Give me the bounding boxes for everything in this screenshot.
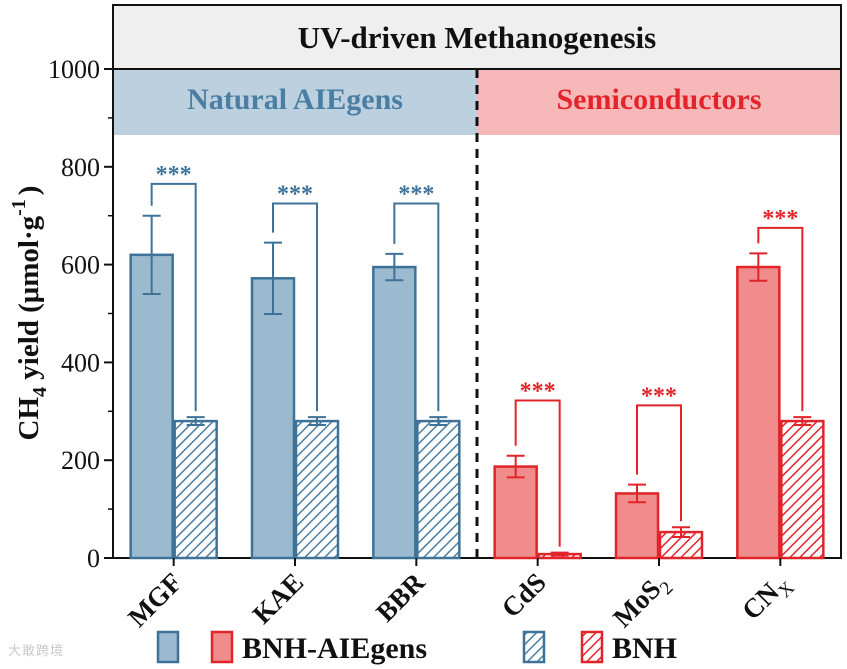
significance-bracket bbox=[636, 404, 682, 522]
group-band-semiconductors bbox=[477, 70, 840, 135]
bar bbox=[614, 492, 660, 560]
significance-label: *** bbox=[277, 181, 313, 207]
x-tick-label-main: MGF bbox=[122, 567, 188, 633]
significance-bracket bbox=[514, 399, 561, 547]
y-axis: 0 200 400 600 800 1000 bbox=[48, 55, 113, 573]
x-axis: MGF KAE BBR CdS MoS2 CNX bbox=[122, 558, 799, 637]
x-tick-label: CdS bbox=[496, 567, 552, 623]
bar bbox=[493, 465, 538, 560]
group-band-natural bbox=[114, 70, 477, 135]
x-tick-label: BBR bbox=[370, 567, 431, 628]
x-tick-label: KAE bbox=[247, 567, 310, 630]
significance-label: *** bbox=[762, 206, 798, 232]
chart-title: UV-driven Methanogenesis bbox=[298, 20, 656, 55]
y-label-sup: -1 bbox=[8, 199, 30, 216]
legend-swatch bbox=[210, 630, 234, 664]
significance-label: *** bbox=[398, 181, 434, 207]
significance-bracket bbox=[272, 202, 318, 412]
y-tick-label: 400 bbox=[61, 348, 100, 377]
bar bbox=[129, 253, 174, 560]
y-label-close: ) bbox=[13, 186, 45, 196]
significance-bracket bbox=[757, 226, 804, 412]
bar bbox=[416, 419, 461, 560]
bars: *** *** *** *** *** *** bbox=[129, 162, 825, 560]
y-label-sub: 4 bbox=[29, 387, 51, 397]
bar bbox=[372, 265, 417, 560]
significance-label: *** bbox=[156, 162, 192, 188]
legend: BNH-AIEgens BNH bbox=[156, 630, 677, 665]
legend-swatch bbox=[156, 630, 180, 664]
significance-bracket bbox=[393, 202, 440, 412]
x-tick-label-main: CdS bbox=[496, 567, 552, 623]
y-tick-label: 0 bbox=[87, 544, 100, 573]
y-axis-label: CH4 yield (μmol·g-1) bbox=[8, 186, 51, 441]
group-label-natural: Natural AIEgens bbox=[187, 83, 403, 116]
bar bbox=[250, 277, 296, 560]
significance-bracket bbox=[150, 182, 197, 412]
y-label-rest: yield (μmol·g bbox=[13, 215, 45, 387]
significance-label: *** bbox=[520, 379, 556, 405]
legend-label: BNH bbox=[612, 632, 677, 665]
y-tick-label: 800 bbox=[61, 153, 100, 182]
x-tick-label: CNX bbox=[736, 567, 799, 630]
legend-swatch bbox=[580, 630, 604, 664]
bar bbox=[780, 419, 825, 560]
bar bbox=[736, 265, 781, 560]
y-tick-label: 200 bbox=[61, 446, 100, 475]
x-tick-label-main: BBR bbox=[370, 567, 431, 628]
x-tick-label-main: KAE bbox=[247, 567, 310, 630]
legend-label: BNH-AIEgens bbox=[242, 632, 427, 665]
bar bbox=[294, 419, 340, 560]
watermark: 大敢跨境 bbox=[8, 644, 65, 659]
y-tick-label: 1000 bbox=[48, 55, 100, 84]
group-label-semiconductors: Semiconductors bbox=[557, 83, 762, 116]
title-box bbox=[112, 4, 842, 70]
bar bbox=[173, 419, 218, 560]
legend-swatch bbox=[522, 630, 546, 664]
y-label-main: CH bbox=[13, 397, 45, 441]
y-tick-label: 600 bbox=[61, 251, 100, 280]
x-tick-label: MGF bbox=[122, 567, 188, 633]
x-tick-label: MoS2 bbox=[607, 567, 677, 637]
significance-label: *** bbox=[641, 383, 677, 409]
